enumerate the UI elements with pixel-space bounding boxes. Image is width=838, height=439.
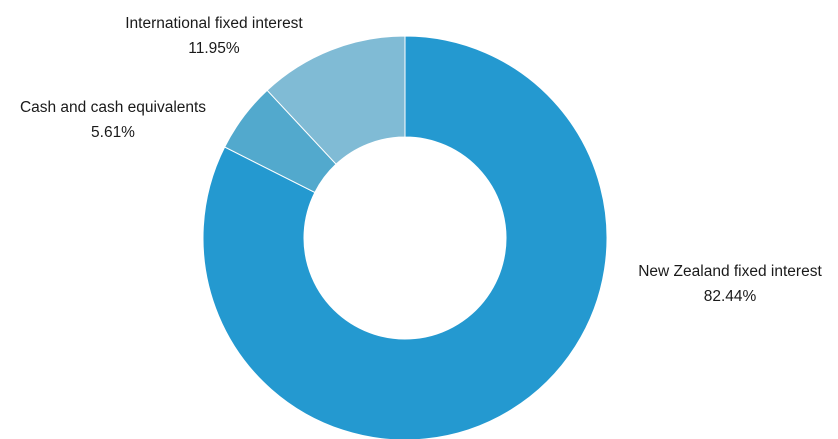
- slice-label-international-fixed-interest-name: International fixed interest: [125, 15, 303, 32]
- slice-label-new-zealand-fixed-interest-name: New Zealand fixed interest: [638, 263, 822, 280]
- slice-label-cash-and-cash-equivalents-name: Cash and cash equivalents: [20, 99, 206, 116]
- label-cash-and-cash-equivalents: Cash and cash equivalents 5.61%: [20, 99, 206, 141]
- donut-slices: [202, 35, 608, 439]
- slice-label-new-zealand-fixed-interest-value: 82.44%: [704, 288, 757, 305]
- slice-new-zealand-fixed-interest: [202, 35, 608, 439]
- slice-label-international-fixed-interest-value: 11.95%: [188, 40, 240, 57]
- slice-label-cash-and-cash-equivalents-value: 5.61%: [91, 124, 135, 141]
- label-new-zealand-fixed-interest: New Zealand fixed interest 82.44%: [638, 263, 822, 305]
- slice-international-fixed-interest: [266, 35, 406, 165]
- label-international-fixed-interest: International fixed interest 11.95%: [125, 15, 303, 57]
